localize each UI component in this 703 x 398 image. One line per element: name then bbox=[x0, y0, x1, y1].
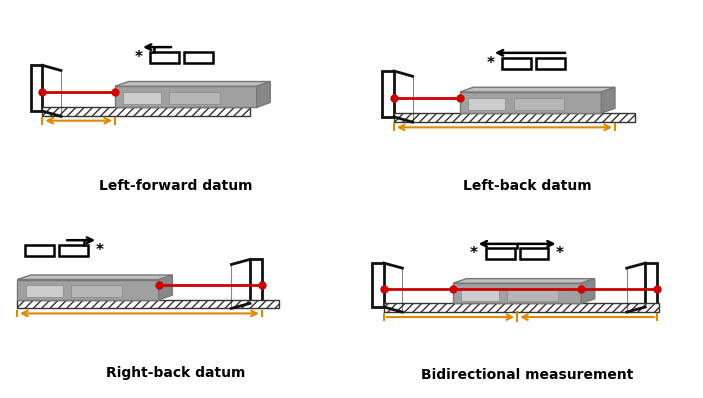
Polygon shape bbox=[602, 87, 615, 113]
Text: Left-forward datum: Left-forward datum bbox=[99, 179, 252, 193]
Polygon shape bbox=[124, 92, 160, 104]
Bar bbox=[520, 248, 548, 259]
Text: Bidirectional measurement: Bidirectional measurement bbox=[421, 368, 633, 382]
Text: Left-back datum: Left-back datum bbox=[463, 179, 591, 193]
Bar bbox=[59, 245, 88, 256]
Text: *: * bbox=[470, 246, 478, 261]
Bar bbox=[536, 58, 565, 69]
Polygon shape bbox=[384, 303, 659, 312]
Polygon shape bbox=[372, 263, 384, 307]
Polygon shape bbox=[581, 279, 595, 303]
Bar bbox=[184, 52, 213, 63]
Polygon shape bbox=[453, 279, 595, 283]
Polygon shape bbox=[394, 113, 636, 122]
Polygon shape bbox=[115, 82, 270, 86]
Polygon shape bbox=[453, 283, 581, 303]
Bar bbox=[150, 52, 179, 63]
Polygon shape bbox=[257, 82, 270, 107]
Polygon shape bbox=[507, 289, 557, 300]
Polygon shape bbox=[460, 87, 615, 92]
Polygon shape bbox=[461, 289, 498, 300]
Polygon shape bbox=[468, 98, 505, 110]
Polygon shape bbox=[115, 86, 257, 107]
Polygon shape bbox=[71, 285, 122, 297]
Text: *: * bbox=[556, 246, 564, 261]
Polygon shape bbox=[250, 259, 262, 303]
Polygon shape bbox=[382, 71, 394, 117]
Polygon shape bbox=[159, 275, 172, 300]
Bar bbox=[486, 248, 515, 259]
Polygon shape bbox=[17, 300, 278, 308]
Polygon shape bbox=[42, 107, 250, 116]
Polygon shape bbox=[169, 92, 219, 104]
Text: *: * bbox=[486, 56, 494, 71]
Bar bbox=[502, 58, 531, 69]
Polygon shape bbox=[514, 98, 565, 110]
Text: *: * bbox=[96, 243, 103, 258]
Polygon shape bbox=[645, 263, 657, 307]
Bar bbox=[25, 245, 54, 256]
Polygon shape bbox=[31, 65, 42, 111]
Polygon shape bbox=[25, 285, 63, 297]
Text: Right-back datum: Right-back datum bbox=[106, 366, 245, 380]
Polygon shape bbox=[17, 275, 172, 279]
Polygon shape bbox=[17, 279, 159, 300]
Text: *: * bbox=[134, 50, 143, 65]
Polygon shape bbox=[460, 92, 602, 113]
